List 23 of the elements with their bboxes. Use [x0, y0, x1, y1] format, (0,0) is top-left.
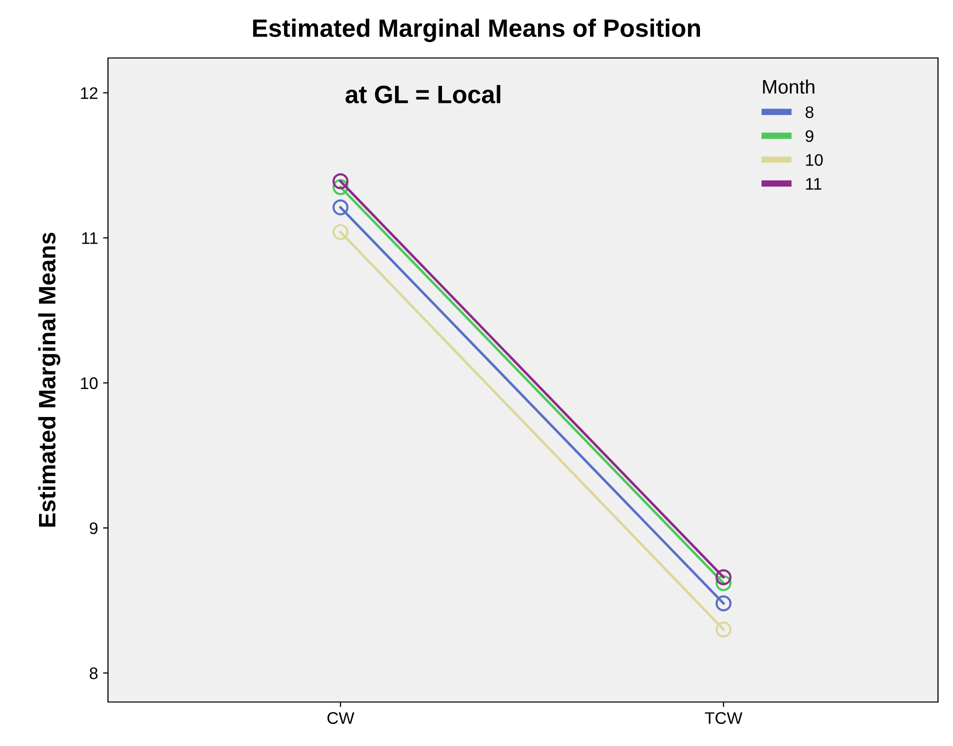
point	[332, 179, 348, 196]
y-tick-label: 12	[81, 87, 98, 99]
point	[332, 199, 348, 216]
point	[716, 569, 732, 586]
legend-label: 10	[806, 154, 823, 166]
y-axis-title: Estimated Marginal Means	[38, 232, 60, 527]
x-tick-label: TCW	[704, 712, 742, 724]
x-tick-label: CW	[327, 712, 354, 724]
legend-label: 8	[806, 106, 814, 118]
point	[332, 173, 348, 190]
point	[716, 595, 732, 612]
legend-label: 9	[806, 130, 814, 142]
y-tick-label: 8	[90, 667, 98, 680]
legend-title: Month	[763, 79, 814, 94]
chart-title: Estimated Marginal Means of Position	[253, 18, 700, 42]
point	[716, 621, 732, 638]
text: at GL = Local	[346, 84, 500, 104]
point	[716, 575, 732, 592]
point	[332, 224, 348, 240]
y-tick-label: 10	[81, 377, 98, 390]
legend-label: 11	[806, 178, 822, 190]
y-tick-label: 11	[82, 232, 98, 244]
y-tick-label: 9	[90, 522, 98, 534]
